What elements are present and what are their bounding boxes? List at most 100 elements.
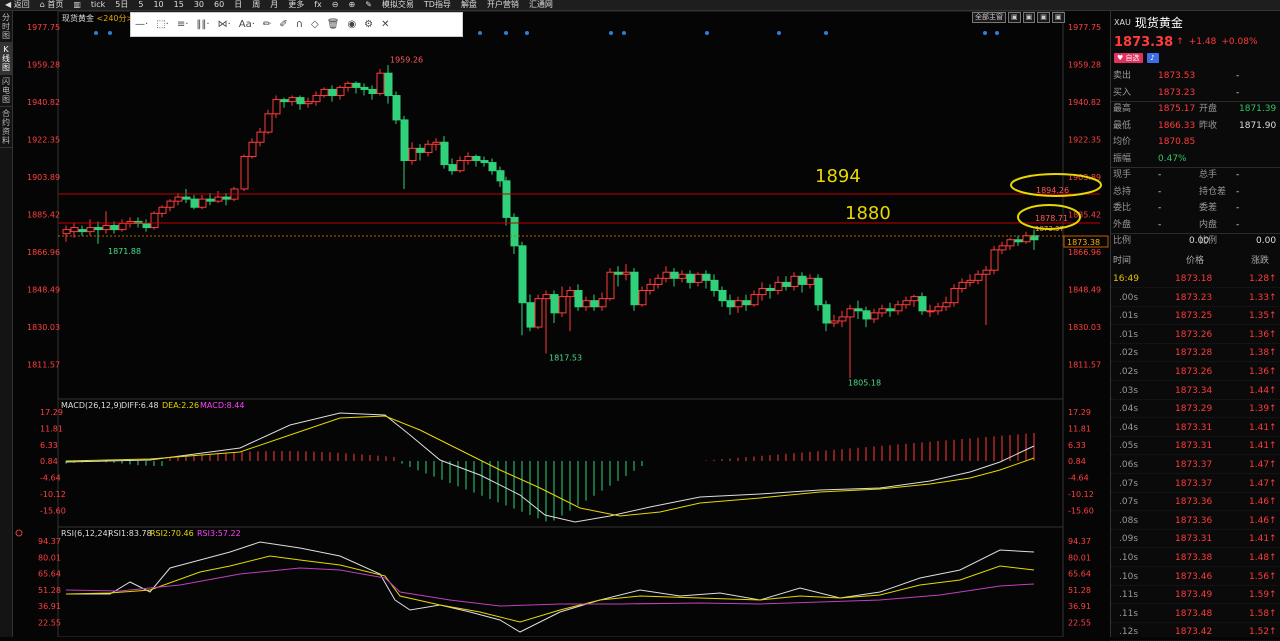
ctrl-icon-4[interactable]: ▣ <box>1051 12 1065 23</box>
line-label-1880: 1878.71 <box>1035 214 1068 223</box>
price-axis-label-left: 1885.42 <box>27 211 60 220</box>
tab-contract[interactable]: 合约资料 <box>0 107 12 148</box>
candle-down <box>222 196 231 200</box>
plus-icon[interactable]: ⊕ <box>348 0 356 9</box>
candle-down <box>360 86 369 90</box>
candle-up <box>838 316 847 322</box>
line-tool-icon[interactable]: —· <box>135 19 149 30</box>
candle-up <box>878 308 887 314</box>
fx678-button[interactable]: 汇通网 <box>528 0 553 9</box>
tick-price: 1873.46 <box>1175 571 1213 582</box>
analysis-button[interactable]: 解盘 <box>460 0 477 9</box>
period-5[interactable]: 5 <box>138 0 144 9</box>
chart-title: 现货黄金 <240分> <box>62 13 133 24</box>
fx-icon[interactable]: fx <box>314 0 322 9</box>
period-day[interactable]: 日 <box>234 0 243 9</box>
period-30[interactable]: 30 <box>193 0 205 9</box>
gear-icon[interactable]: ⚙ <box>364 19 374 30</box>
bars-tool-icon[interactable]: ‖‖· <box>196 19 210 30</box>
draw-icon[interactable]: ✎ <box>365 0 372 9</box>
candle-up <box>432 141 441 145</box>
tick-button[interactable]: tick <box>90 0 106 9</box>
candle-down <box>718 290 727 302</box>
view-mode-select[interactable]: 全部主窗 <box>972 12 1006 23</box>
candle-down <box>384 72 393 97</box>
open-account-button[interactable]: 开户营销 <box>486 0 519 9</box>
watchlist-badge[interactable]: ♥ 自选 <box>1114 53 1143 63</box>
sim-trade-button[interactable]: 模拟交易 <box>381 0 414 9</box>
event-dot <box>478 31 482 35</box>
quote-row: 最高 1875.17 开盘 1871.39 <box>1111 102 1280 116</box>
candle-up <box>166 200 175 208</box>
quote-label-2: 委差 <box>1199 203 1218 213</box>
period-15[interactable]: 15 <box>173 0 184 9</box>
quote-row: 委比 - 委差 - <box>1111 201 1280 215</box>
tick-time: .05s <box>1119 441 1139 452</box>
tab-kline[interactable]: K线图 <box>0 43 12 75</box>
candle-down <box>206 198 215 202</box>
pattern-tool-icon[interactable]: ⋈· <box>217 19 231 30</box>
bell-icon[interactable]: ♪ <box>1146 53 1159 63</box>
macd-axis-right: -15.60 <box>1068 506 1094 515</box>
last-price: 1873.38 <box>1114 34 1174 50</box>
candle-up <box>288 97 297 103</box>
tick-change: 1.41↑ <box>1249 534 1277 545</box>
period-week[interactable]: 周 <box>252 0 261 9</box>
ctrl-icon-1[interactable]: ▣ <box>1008 12 1021 23</box>
candle-up <box>150 212 159 229</box>
channel-tool-icon[interactable]: ≡· <box>176 19 189 30</box>
ctrl-icon-2[interactable]: ▣ <box>1022 12 1036 23</box>
magnet-icon[interactable]: ∩ <box>295 19 304 30</box>
candle-up <box>934 306 943 312</box>
quote-price-row: 1873.38 ↑ +1.48 +0.08% <box>1111 33 1280 51</box>
kline-chart[interactable]: 1977.75 1977.75 1959.28 1959.28 1940.82 1940.… <box>14 11 1110 637</box>
brush-icon[interactable]: ✐ <box>279 19 288 30</box>
home-button[interactable]: ⌂ 首页 <box>39 0 64 9</box>
candle-up <box>158 206 167 214</box>
instrument-title: 现货黄金 <box>1134 15 1183 30</box>
td-guide-button[interactable]: TD指导 <box>423 0 451 9</box>
macd-axis-right: -4.64 <box>1068 474 1089 483</box>
tick-change: 1.59↑ <box>1249 590 1277 601</box>
close-icon[interactable]: ✕ <box>381 19 390 30</box>
tick-row: .09s 1873.31 1.41↑ <box>1111 530 1280 549</box>
trash-icon[interactable]: 🗑 <box>326 19 340 30</box>
period-5day[interactable]: 5日 <box>115 0 129 9</box>
more-button[interactable]: 更多 <box>288 0 305 9</box>
price-change-pct: +0.08% <box>1221 37 1258 47</box>
eye-icon[interactable]: ◉ <box>347 19 357 30</box>
tab-flash[interactable]: 闪电图 <box>0 75 12 107</box>
price-axis-label-right: 1922.35 <box>1068 136 1101 145</box>
tick-time: .02s <box>1119 348 1139 359</box>
back-button[interactable]: ◀ 返回 <box>5 0 30 9</box>
tab-timeshare[interactable]: 分时图 <box>0 11 12 43</box>
period-60[interactable]: 60 <box>214 0 225 9</box>
ctrl-icon-3[interactable]: ▣ <box>1037 12 1050 23</box>
candle-up <box>646 283 655 292</box>
pen-icon[interactable]: ✏ <box>262 19 272 30</box>
rsi1-line <box>66 541 1035 633</box>
eraser-icon[interactable]: ◇ <box>311 19 319 30</box>
candle-up <box>734 300 743 308</box>
quote-value: 1866.33 <box>1158 120 1196 131</box>
rsi-axis-right: 80.01 <box>1068 553 1091 562</box>
macd-axis-right: -10.12 <box>1068 490 1094 499</box>
candle-up <box>598 298 607 308</box>
quote-value: 1870.85 <box>1158 137 1196 147</box>
rect-tool-icon[interactable]: ⬚· <box>156 19 169 30</box>
macd-dea-line <box>65 415 1035 517</box>
candle-up <box>272 99 281 115</box>
quote-label: 最高 <box>1113 104 1132 114</box>
kline-icon[interactable]: ▥ <box>73 0 81 9</box>
quote-value-2: 1871.90 <box>1239 120 1277 131</box>
period-month[interactable]: 月 <box>270 0 279 9</box>
event-dot <box>705 31 709 35</box>
period-10[interactable]: 10 <box>153 0 164 9</box>
tick-change: 1.35↑ <box>1249 311 1277 322</box>
tick-time: .12s <box>1119 627 1139 638</box>
candle-down <box>670 271 679 279</box>
text-tool-icon[interactable]: Aa· <box>238 19 255 30</box>
minus-icon[interactable]: ⊖ <box>331 0 339 9</box>
tick-time: .00s <box>1119 292 1139 303</box>
candle-up <box>870 312 879 320</box>
